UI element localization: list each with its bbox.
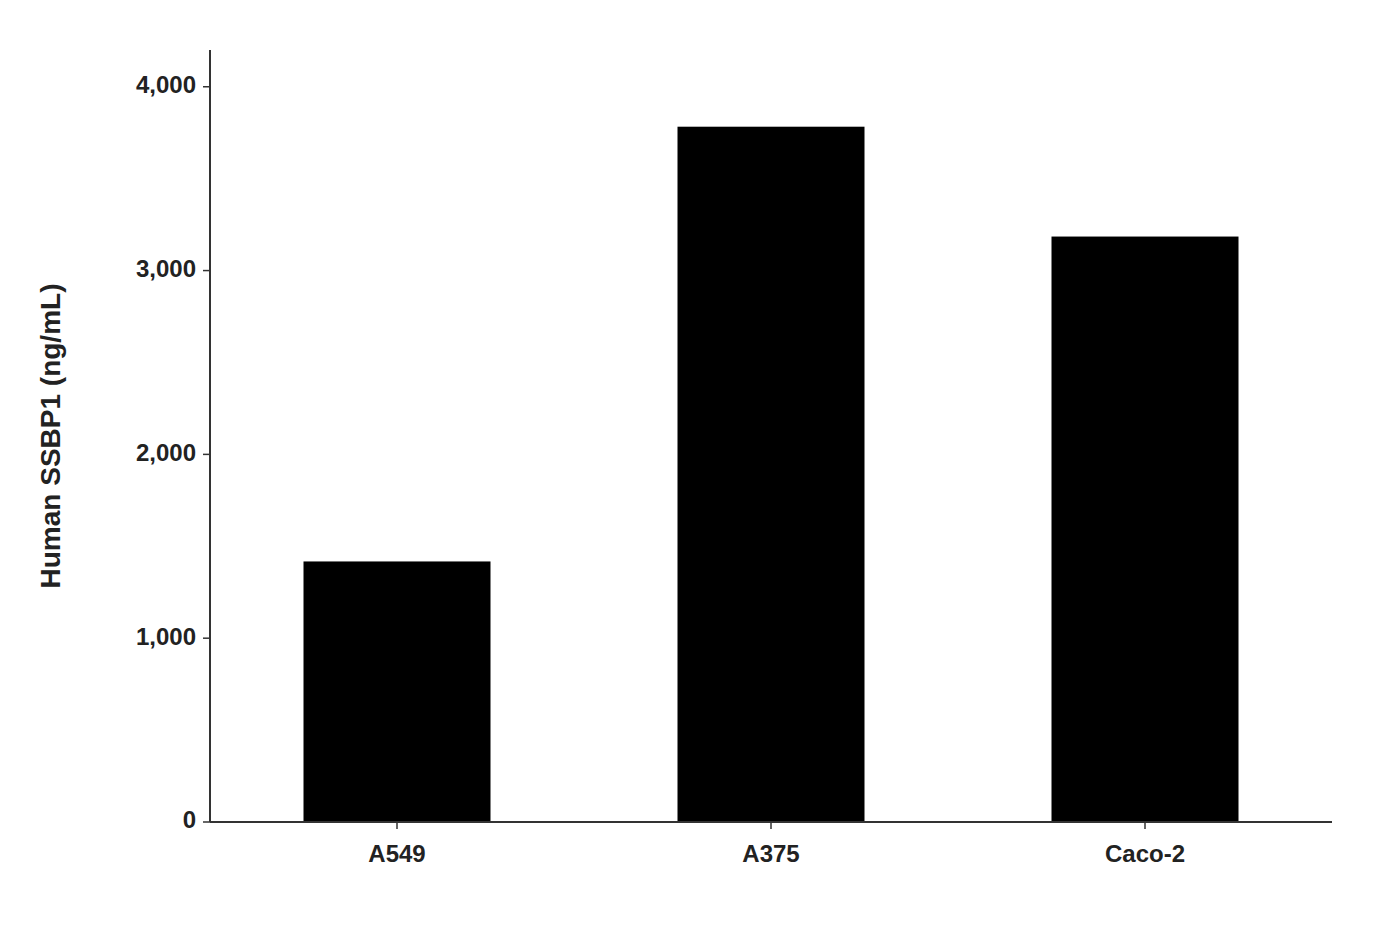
y-tick-label: 4,000	[136, 71, 196, 98]
y-tick	[203, 637, 210, 639]
x-tick-label: A549	[368, 840, 425, 867]
y-tick	[203, 821, 210, 823]
y-tick-label: 1,000	[136, 623, 196, 650]
bar	[678, 127, 865, 822]
bars	[304, 127, 1239, 822]
y-tick-label: 0	[183, 806, 196, 833]
y-tick	[203, 454, 210, 456]
x-tick	[770, 822, 772, 829]
bar	[304, 561, 491, 822]
y-tick-label: 2,000	[136, 439, 196, 466]
x-tick	[1144, 822, 1146, 829]
x-tick-label: A375	[742, 840, 799, 867]
x-axis: A549 A375 Caco-2	[368, 822, 1185, 867]
bar	[1052, 237, 1239, 822]
chart-container: 0 1,000 2,000 3,000 4,000 A549 A375 Caco-2 Human…	[0, 0, 1392, 932]
y-tick	[203, 86, 210, 88]
y-tick	[203, 270, 210, 272]
y-axis: 0 1,000 2,000 3,000 4,000	[136, 71, 210, 833]
x-tick-label: Caco-2	[1105, 840, 1185, 867]
y-axis-line	[209, 50, 211, 822]
y-tick-label: 3,000	[136, 255, 196, 282]
y-axis-label: Human SSBP1 (ng/mL)	[35, 284, 66, 589]
x-tick	[396, 822, 398, 829]
chart: 0 1,000 2,000 3,000 4,000 A549 A375 Caco-2 Human…	[0, 0, 1392, 932]
